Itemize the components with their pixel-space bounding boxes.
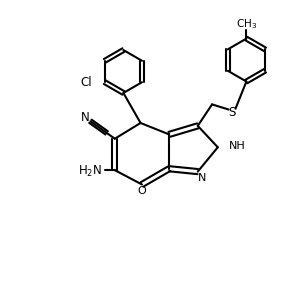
Text: O: O — [138, 186, 146, 196]
Text: NH: NH — [229, 141, 245, 151]
Text: CH$_3$: CH$_3$ — [236, 17, 257, 31]
Text: Cl: Cl — [80, 76, 92, 89]
Text: H$_2$N: H$_2$N — [78, 164, 102, 179]
Text: N: N — [198, 173, 206, 183]
Text: N: N — [81, 111, 90, 124]
Text: S: S — [228, 106, 236, 120]
